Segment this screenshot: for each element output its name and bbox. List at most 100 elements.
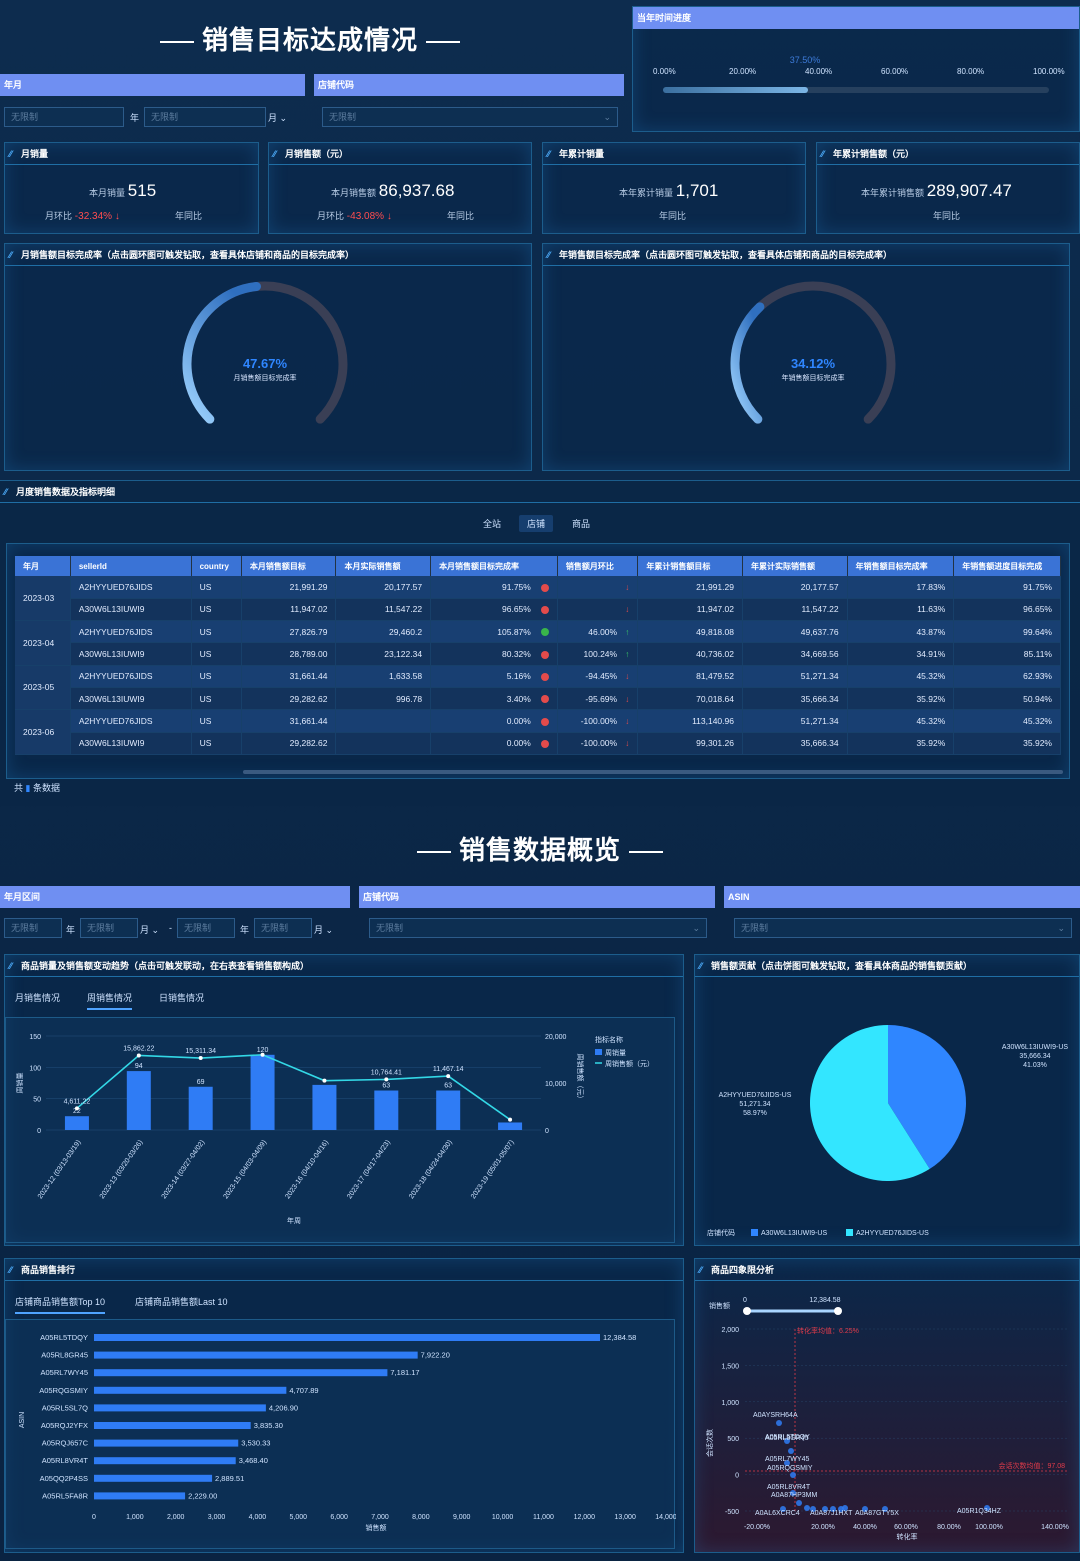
progress-tick: 20.00% bbox=[729, 67, 757, 76]
scatter-point[interactable] bbox=[882, 1506, 888, 1512]
x-tick: 14,000 bbox=[655, 1514, 676, 1521]
column-header[interactable]: 年累计销售额目标 bbox=[637, 556, 743, 576]
scatter-point[interactable] bbox=[842, 1505, 848, 1511]
y-left-tick: 150 bbox=[29, 1034, 41, 1041]
column-header[interactable]: 本月销售额目标完成率 bbox=[430, 556, 558, 576]
legend-item: 周销量 bbox=[605, 1048, 626, 1057]
x-tick: 5,000 bbox=[290, 1514, 308, 1521]
gauge-monthly[interactable]: 47.67% 月销售额目标完成率 bbox=[175, 280, 355, 440]
tab-monthly[interactable]: 月销售情况 bbox=[15, 993, 61, 1003]
quad-chart[interactable]: 销售额 0 12,384.58 -500 0 500 1,000 1,500 2,000 -20.… bbox=[695, 1283, 1080, 1551]
point-label: A0AYSRH64A bbox=[753, 1412, 798, 1419]
tab-weekly[interactable]: 周销售情况 bbox=[87, 991, 133, 1010]
gauge-sub: 年销售额目标完成率 bbox=[782, 373, 845, 382]
cell-text: 85.11% bbox=[1023, 649, 1052, 660]
end-month-select[interactable]: 无限制 bbox=[254, 918, 312, 938]
table-row[interactable]: A30W6L13IUWI9 US 28,789.00 23,122.34 80.32% 1… bbox=[15, 642, 1061, 666]
scatter-point[interactable] bbox=[810, 1506, 816, 1512]
table-row[interactable]: 2023-05 A2HYYUED76JIDS US 31,661.44 1,633.58… bbox=[15, 665, 1061, 711]
asin-select[interactable]: 无限制 ⌄ bbox=[734, 918, 1072, 938]
tab-product[interactable]: 商品 bbox=[572, 519, 591, 529]
start-month-select[interactable]: 无限制 bbox=[80, 918, 138, 938]
table-row[interactable]: 2023-04 A2HYYUED76JIDS US 27,826.79 29,460.2… bbox=[15, 620, 1061, 666]
cell-text: 45.32% bbox=[916, 671, 946, 682]
arrow-down-icon: ↓ bbox=[625, 671, 630, 682]
column-header[interactable]: country bbox=[191, 556, 242, 576]
chevron-down-icon[interactable]: ⌄ bbox=[325, 925, 334, 935]
table-header: 年月 sellerId country 本月销售额目标 本月实际销售额 本月销售额目标完成… bbox=[15, 556, 1061, 576]
shop2-select[interactable]: 无限制 ⌄ bbox=[369, 918, 707, 938]
scatter-point[interactable] bbox=[804, 1505, 810, 1511]
filter-shop2: 店铺代码 无限制 ⌄ bbox=[359, 886, 715, 938]
month-select[interactable]: 无限制 bbox=[144, 107, 266, 127]
pie-slice[interactable] bbox=[810, 1025, 930, 1181]
slider-handle-min[interactable] bbox=[743, 1307, 751, 1315]
cell-text: 40,736.02 bbox=[696, 649, 734, 660]
scatter-point[interactable] bbox=[776, 1420, 782, 1426]
rank-chart[interactable]: A05RL5TDQY 12,384.58 A05RL8GR45 7,922.20 A05… bbox=[6, 1320, 677, 1550]
tab-top10[interactable]: 店铺商品销售额Top 10 bbox=[15, 1295, 106, 1314]
scatter-point[interactable] bbox=[780, 1506, 786, 1512]
chevron-down-icon[interactable]: ⌄ bbox=[151, 925, 160, 935]
tab-site[interactable]: 全站 bbox=[483, 519, 502, 529]
bar bbox=[498, 1122, 523, 1130]
column-header[interactable]: 年销售额进度目标完成 bbox=[953, 556, 1061, 576]
scatter-point[interactable] bbox=[790, 1490, 796, 1496]
scatter-point[interactable] bbox=[822, 1506, 828, 1512]
scatter-point[interactable] bbox=[788, 1448, 794, 1454]
cell-text: 50.94% bbox=[1023, 693, 1052, 704]
pie-chart[interactable]: A30W6L13IUWI9-US 35,666.34 41.03% A2HYYUED7… bbox=[695, 979, 1080, 1239]
column-header[interactable]: 本月实际销售额 bbox=[335, 556, 432, 576]
tab-shop[interactable]: 店铺 bbox=[519, 515, 554, 532]
chevron-down-icon[interactable]: ⌄ bbox=[279, 113, 288, 123]
table-cell: 34,669.56 bbox=[742, 642, 848, 666]
table-cell: 29,282.62 bbox=[241, 687, 337, 711]
horizontal-scrollbar[interactable] bbox=[243, 770, 1063, 774]
table-row[interactable]: A30W6L13IUWI9 US 11,947.02 11,547.22 96.65% ↓… bbox=[15, 598, 1061, 622]
table-section: 月度销售数据及指标明细 全站 店铺 商品 年月sellerIdcountry本月… bbox=[0, 480, 1080, 806]
arrow-down-icon: ↓ bbox=[625, 604, 630, 615]
footer-total: 共 bbox=[14, 783, 24, 793]
table-row[interactable]: 2023-06 A2HYYUED76JIDS US 31,661.44 0.00% -10… bbox=[15, 709, 1061, 755]
column-header[interactable]: 年累计实际销售额 bbox=[742, 556, 848, 576]
line-label: 11,467.14 bbox=[433, 1066, 464, 1073]
column-header[interactable]: sellerId bbox=[70, 556, 192, 576]
pie-slice[interactable] bbox=[888, 1025, 966, 1169]
gauge-yearly[interactable]: 34.12% 年销售额目标完成率 bbox=[723, 280, 903, 440]
x-tick-label: 2023-19 (05/01-05/07) bbox=[470, 1139, 516, 1200]
column-header[interactable]: 年销售额目标完成率 bbox=[847, 556, 955, 576]
tab-daily[interactable]: 日销售情况 bbox=[159, 993, 205, 1003]
column-header[interactable]: 销售额月环比 bbox=[557, 556, 639, 576]
scatter-point[interactable] bbox=[830, 1506, 836, 1512]
scatter-point[interactable] bbox=[784, 1438, 790, 1444]
x-tick-label: 2023-17 (04/17-04/23) bbox=[346, 1139, 392, 1200]
table-row[interactable]: 2023-03 A2HYYUED76JIDS US 21,991.29 20,177.5… bbox=[15, 576, 1061, 622]
y-tick: 1,000 bbox=[721, 1400, 739, 1407]
tab-last10[interactable]: 店铺商品销售额Last 10 bbox=[135, 1297, 228, 1307]
scatter-point[interactable] bbox=[784, 1460, 790, 1466]
scatter-point[interactable] bbox=[984, 1505, 990, 1511]
scatter-point[interactable] bbox=[862, 1506, 868, 1512]
x-tick: -20.00% bbox=[744, 1524, 770, 1531]
scatter-point[interactable] bbox=[796, 1500, 802, 1506]
year-select[interactable]: 无限制 bbox=[4, 107, 124, 127]
cell-text: 62.93% bbox=[1023, 671, 1052, 682]
column-header[interactable]: 年月 bbox=[15, 556, 71, 576]
scatter-point[interactable] bbox=[790, 1472, 796, 1478]
chevron-down-icon: ⌄ bbox=[692, 923, 700, 933]
shop-select[interactable]: 无限制 ⌄ bbox=[322, 107, 618, 127]
slider-handle-max[interactable] bbox=[834, 1307, 842, 1315]
table-row[interactable]: A30W6L13IUWI9 US 29,282.62 0.00% -100.00% ↓ 99… bbox=[15, 732, 1061, 755]
start-year-select[interactable]: 无限制 bbox=[4, 918, 62, 938]
table-cell: 20,177.57 bbox=[335, 576, 432, 599]
end-year-value: 无限制 bbox=[184, 923, 212, 933]
column-header[interactable]: 本月销售额目标 bbox=[241, 556, 337, 576]
year-unit: 年 bbox=[240, 925, 250, 935]
x-tick: 6,000 bbox=[330, 1514, 348, 1521]
x-tick: 4,000 bbox=[249, 1514, 267, 1521]
table-cell: 45.32% bbox=[847, 709, 955, 733]
table-cell: 29,460.2 bbox=[335, 620, 432, 644]
table-row[interactable]: A30W6L13IUWI9 US 29,282.62 996.78 3.40% -95.6… bbox=[15, 687, 1061, 711]
end-year-select[interactable]: 无限制 bbox=[177, 918, 235, 938]
